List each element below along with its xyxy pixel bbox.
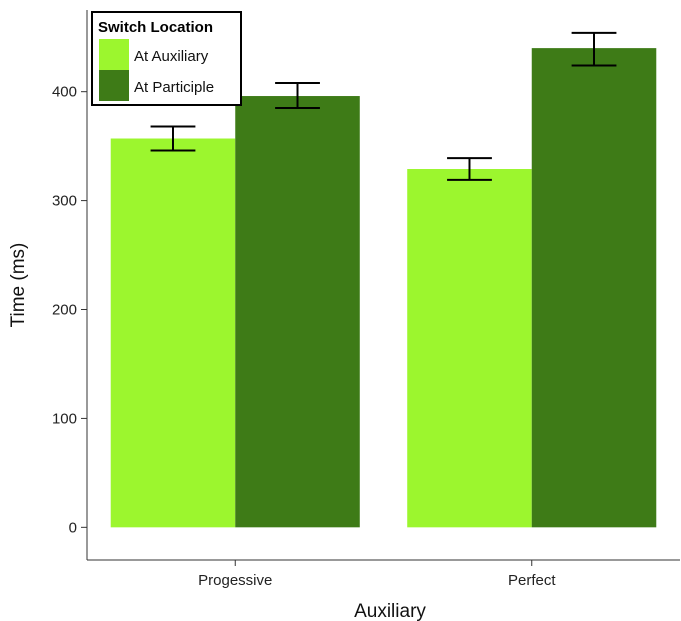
bar-at-participle-progessive [235, 96, 360, 528]
y-axis-title: Time (ms) [8, 243, 29, 328]
error-bar-at-participle-progessive [275, 81, 320, 110]
y-tick-label: 0 [69, 519, 77, 536]
legend-title: Switch Location [98, 19, 213, 36]
legend-label-at-auxiliary: At Auxiliary [134, 48, 209, 65]
y-tick-label: 200 [52, 302, 77, 319]
legend-swatch-at-participle [99, 70, 129, 101]
plot-frame [86, 10, 680, 561]
error-bar-at-auxiliary-perfect [447, 157, 492, 181]
y-tick-label: 100 [52, 410, 77, 427]
legend-swatch-at-auxiliary [99, 39, 129, 70]
y-axis: 0 100 200 300 400 [52, 84, 87, 536]
x-axis-title: Auxiliary [354, 601, 426, 621]
error-bars-layer [150, 31, 617, 181]
bar-at-participle-perfect [531, 48, 657, 528]
x-tick-label-progessive: Progessive [198, 572, 272, 589]
y-tick-label: 400 [52, 84, 77, 101]
bar-at-auxiliary-progessive [110, 138, 236, 528]
y-tick-label: 300 [52, 193, 77, 210]
legend-label-at-participle: At Participle [134, 79, 214, 96]
error-bar-at-participle-perfect [571, 31, 617, 67]
legend: Switch Location At Auxiliary At Particip… [91, 11, 242, 106]
x-axis: Progessive Perfect [198, 560, 556, 589]
error-bar-at-auxiliary-progessive [150, 125, 196, 152]
x-tick-label-perfect: Perfect [508, 572, 556, 589]
bar-at-auxiliary-perfect [407, 169, 532, 528]
bars-layer [110, 48, 657, 528]
